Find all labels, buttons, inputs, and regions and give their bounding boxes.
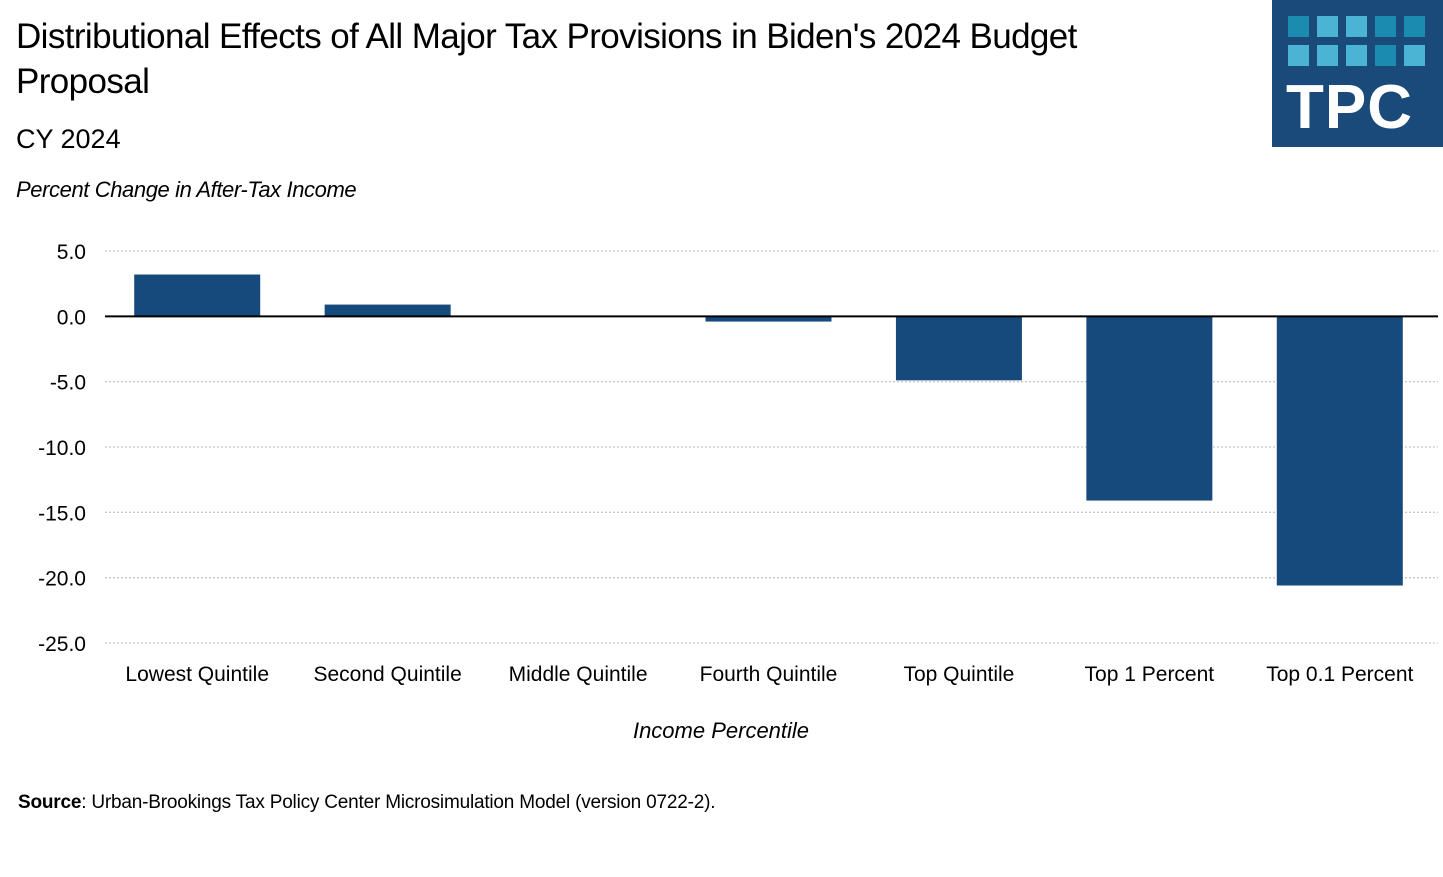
- y-axis-label: Percent Change in After-Tax Income: [16, 177, 357, 202]
- gridlines: [105, 250, 1438, 644]
- source-label: Source: [18, 792, 82, 813]
- logo-square: [1317, 16, 1338, 37]
- logo-square: [1404, 45, 1425, 66]
- x-tick-label: Top 0.1 Percent: [1266, 663, 1413, 686]
- y-tick-label: -25.0: [38, 633, 86, 656]
- x-tick-labels: Lowest Quintile Second Quintile Middle Qui…: [125, 663, 1413, 686]
- logo-square: [1346, 16, 1367, 37]
- logo-square: [1317, 45, 1338, 66]
- bar: [1276, 316, 1403, 586]
- x-tick-label: Top 1 Percent: [1085, 663, 1215, 686]
- bar: [705, 316, 832, 322]
- bar: [1086, 316, 1213, 501]
- x-tick-label: Lowest Quintile: [125, 663, 269, 686]
- x-tick-label: Fourth Quintile: [700, 663, 838, 686]
- y-tick-label: -10.0: [38, 437, 86, 460]
- x-tick-label: Middle Quintile: [509, 663, 648, 686]
- logo-square: [1375, 45, 1396, 66]
- logo-text: TPC: [1286, 73, 1413, 142]
- logo-square: [1288, 16, 1309, 37]
- source-text: : Urban-Brookings Tax Policy Center Micr…: [81, 792, 716, 813]
- logo-square: [1404, 16, 1425, 37]
- y-tick-label: -15.0: [38, 502, 86, 525]
- bar: [895, 316, 1022, 381]
- logo-square: [1346, 45, 1367, 66]
- x-tick-label: Top Quintile: [903, 663, 1014, 686]
- chart-title: Distributional Effects of All Major Tax …: [16, 17, 1077, 101]
- chart-subtitle: CY 2024: [16, 124, 121, 154]
- bar: [134, 274, 261, 317]
- y-tick-labels: 5.0 0.0 -5.0 -10.0 -15.0 -20.0 -25.0: [38, 241, 86, 656]
- tpc-logo: TPC: [1272, 0, 1443, 147]
- logo-square: [1288, 45, 1309, 66]
- logo-square: [1375, 16, 1396, 37]
- x-axis-label: Income Percentile: [633, 718, 809, 743]
- y-tick-label: -5.0: [50, 372, 86, 395]
- y-tick-label: 5.0: [57, 241, 86, 264]
- x-tick-label: Second Quintile: [314, 663, 462, 686]
- bar: [324, 304, 451, 317]
- source-note: Source: Urban-Brookings Tax Policy Cente…: [18, 792, 716, 814]
- y-tick-label: 0.0: [57, 306, 86, 329]
- bars: [134, 274, 1403, 586]
- y-tick-label: -20.0: [38, 568, 86, 591]
